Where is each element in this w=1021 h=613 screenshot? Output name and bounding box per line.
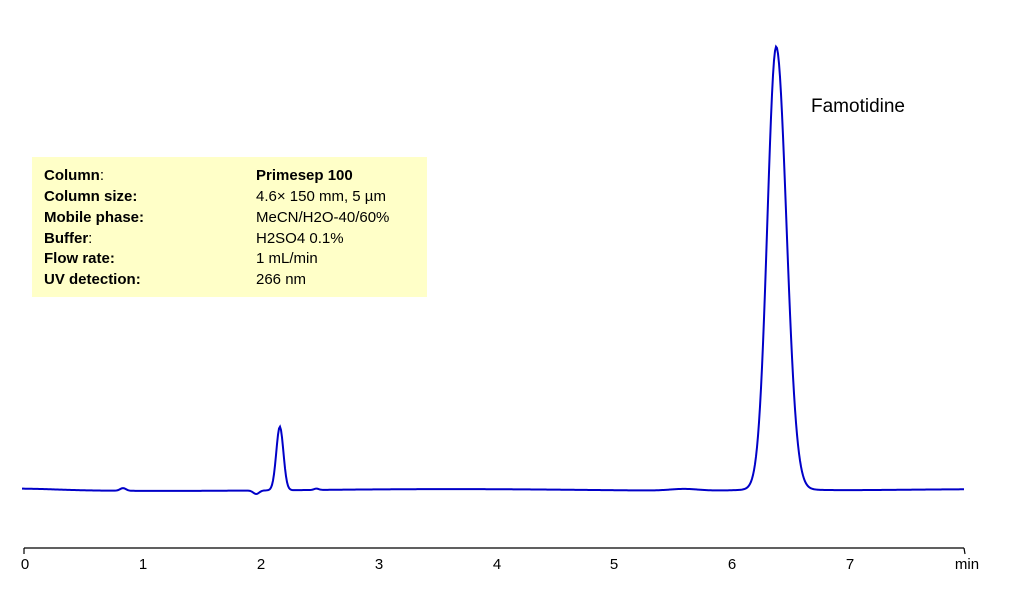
x-tick-label: 4 [492, 556, 502, 573]
info-label: Mobile phase [44, 209, 140, 226]
info-label: UV detection [44, 271, 136, 288]
info-value: 1 mL/min [256, 250, 318, 267]
info-colon: : [109, 250, 115, 267]
peak-label-famotidine: Famotidine [811, 96, 905, 117]
x-tick-label: 7 [845, 556, 855, 573]
info-colon: : [139, 209, 145, 226]
x-axis-end-tick [963, 547, 966, 555]
chromatogram-trace [22, 44, 965, 495]
info-value: 4.6× 150 mm, 5 µm [256, 188, 386, 205]
info-value: 266 nm [256, 271, 307, 288]
info-label: Column size [44, 188, 133, 205]
x-tick-label: 2 [256, 556, 266, 573]
x-tick-label: 3 [374, 556, 384, 573]
info-colon: : [135, 271, 141, 288]
info-value: H2SO4 0.1% [256, 230, 344, 247]
info-value: Primesep 100 [256, 167, 353, 184]
x-tick-label: 5 [609, 556, 619, 573]
x-axis-unit-label: min [954, 556, 980, 573]
info-colon: : [99, 167, 104, 184]
info-colon: : [88, 230, 93, 247]
info-label: Flow rate [44, 250, 110, 267]
x-tick-label: 6 [727, 556, 737, 573]
info-label: Column [44, 167, 100, 184]
x-tick-label: 1 [138, 556, 148, 573]
method-info-box: Column: Primesep 100 Column size: 4.6× 1… [32, 157, 427, 297]
info-label: Buffer [44, 230, 89, 247]
info-value: MeCN/H2O-40/60% [256, 209, 390, 226]
info-colon: : [132, 188, 138, 205]
x-tick-label: 0 [20, 556, 30, 573]
